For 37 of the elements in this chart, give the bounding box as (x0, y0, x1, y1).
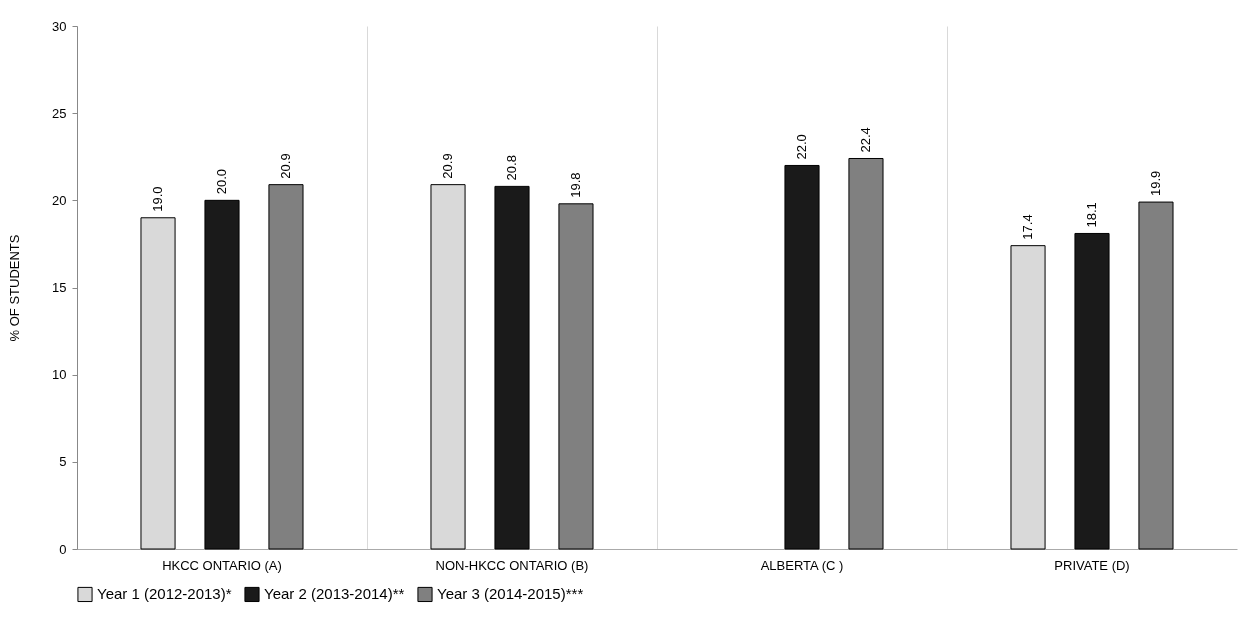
x-tick-label: NON-HKCC ONTARIO (B) (435, 557, 589, 573)
data-label: 20.9 (277, 153, 293, 179)
bar (204, 199, 240, 550)
bar (784, 164, 820, 550)
y-tick-label: 30 (52, 18, 67, 34)
data-label: 19.0 (150, 186, 166, 212)
bar (140, 217, 176, 550)
data-label: 17.4 (1020, 214, 1036, 240)
legend-label: Year 2 (2013-2014)** (264, 585, 405, 603)
y-tick-label: 10 (52, 367, 67, 383)
x-tick-label: PRIVATE (D) (1054, 557, 1130, 573)
bar (1074, 232, 1110, 550)
legend-label: Year 1 (2012-2013)* (97, 585, 232, 603)
y-tick-label: 25 (52, 105, 67, 121)
bar (494, 185, 530, 550)
bar (848, 157, 884, 550)
y-tick-label: 5 (59, 454, 67, 470)
bar (1010, 245, 1046, 550)
data-label: 20.8 (504, 155, 519, 181)
data-label: 20.9 (440, 153, 456, 179)
bar (268, 184, 304, 550)
x-tick-label: ALBERTA (C ) (760, 557, 844, 573)
data-label: 19.9 (1147, 170, 1163, 197)
y-tick-label: 0 (59, 541, 67, 557)
bar (1138, 201, 1174, 550)
legend-label: Year 3 (2014-2015)*** (437, 585, 584, 603)
data-label: 19.8 (567, 172, 583, 198)
y-axis-title: % OF STUDENTS (7, 234, 23, 342)
data-label: 22.4 (857, 127, 873, 153)
data-label: 18.1 (1084, 202, 1099, 228)
x-tick-label: HKCC ONTARIO (A) (162, 557, 282, 573)
y-tick-label: 15 (52, 280, 67, 295)
data-label: 22.0 (794, 134, 809, 160)
bar (430, 184, 466, 550)
y-tick-label: 20 (52, 192, 67, 208)
bar (558, 203, 594, 550)
data-label: 20.0 (214, 169, 229, 195)
